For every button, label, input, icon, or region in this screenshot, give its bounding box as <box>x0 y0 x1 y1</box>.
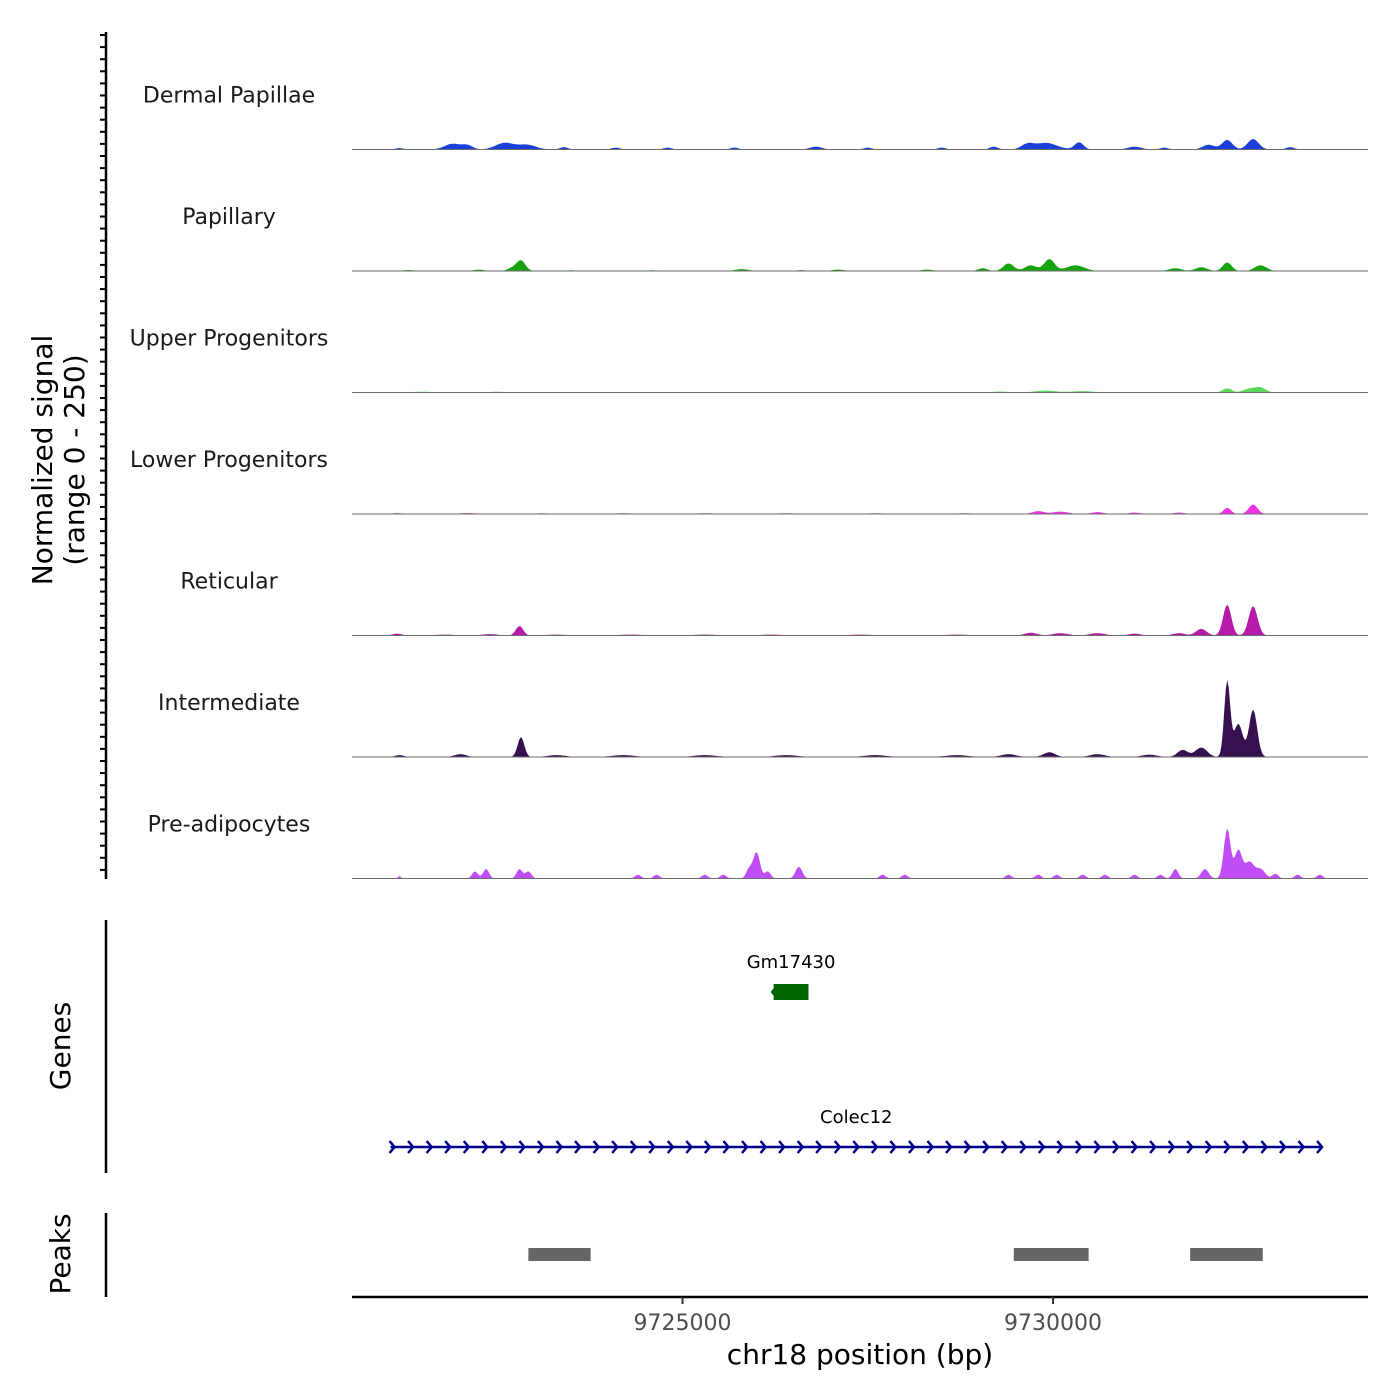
strand-arrow <box>1260 1140 1269 1154</box>
strand-arrow <box>425 1140 434 1154</box>
y-axis-title-line2: (range 0 - 250) <box>58 354 91 565</box>
track-5: Intermediate <box>158 680 1368 758</box>
strand-arrow <box>1037 1140 1046 1154</box>
strand-arrow <box>1093 1140 1102 1154</box>
strand-arrow <box>963 1140 972 1154</box>
left-axes <box>100 32 108 1297</box>
strand-arrow <box>1316 1140 1324 1154</box>
strand-arrow <box>1074 1140 1083 1154</box>
strand-arrow <box>833 1140 842 1154</box>
track-4: Reticular <box>180 570 1368 636</box>
strand-arrow <box>1297 1140 1306 1154</box>
strand-arrow <box>462 1140 471 1154</box>
strand-arrow <box>1130 1140 1139 1154</box>
track-label: Pre-adipocytes <box>148 813 311 838</box>
peaks-axis-title: Peaks <box>44 1213 77 1294</box>
signal-area <box>352 504 1368 514</box>
strand-arrow <box>1223 1140 1231 1154</box>
strand-arrow <box>926 1140 935 1154</box>
peaks-track <box>528 1248 1263 1261</box>
track-6: Pre-adipocytes <box>148 813 1368 879</box>
strand-arrow <box>1204 1140 1213 1154</box>
gene-label: Gm17430 <box>747 952 836 973</box>
strand-arrow <box>592 1140 601 1154</box>
strand-arrow <box>889 1140 898 1154</box>
signal-area <box>352 259 1368 271</box>
genes-track: Gm17430 Colec12 <box>388 952 1324 1154</box>
strand-arrow <box>481 1140 489 1154</box>
gene-1: Colec12 <box>388 1107 1324 1154</box>
track-label: Papillary <box>182 205 276 230</box>
x-tick-label: 9730000 <box>1004 1311 1102 1336</box>
track-label: Lower Progenitors <box>130 448 328 473</box>
strand-arrow <box>770 987 775 997</box>
track-0: Dermal Papillae <box>143 84 1368 150</box>
peak-2 <box>1190 1248 1263 1261</box>
strand-arrow <box>796 1140 805 1154</box>
track-1: Papillary <box>182 205 1368 272</box>
strand-arrow <box>1112 1140 1120 1154</box>
strand-arrow <box>722 1140 731 1154</box>
x-axis: 9725000 9730000 <box>352 1295 1368 1336</box>
strand-arrow <box>611 1140 619 1154</box>
coverage-tracks: Dermal Papillae Papillary Upper Progenitor… <box>130 84 1368 879</box>
strand-arrow <box>499 1140 508 1154</box>
strand-arrow <box>536 1140 545 1154</box>
strand-arrow <box>629 1140 638 1154</box>
track-2: Upper Progenitors <box>130 327 1368 393</box>
gene-exon <box>773 984 809 1000</box>
strand-arrow <box>907 1140 916 1154</box>
strand-arrow <box>1241 1140 1250 1154</box>
strand-arrow <box>648 1140 656 1154</box>
strand-arrow <box>518 1140 527 1154</box>
strand-arrow <box>1167 1140 1176 1154</box>
strand-arrow <box>1278 1140 1287 1154</box>
signal-area <box>352 828 1368 879</box>
strand-arrow <box>444 1140 452 1154</box>
strand-arrow <box>407 1140 415 1154</box>
strand-arrow <box>815 1140 823 1154</box>
peak-1 <box>1013 1248 1089 1261</box>
strand-arrow <box>870 1140 879 1154</box>
track-label: Intermediate <box>158 691 300 716</box>
signal-area <box>352 680 1368 757</box>
gene-0: Gm17430 <box>747 952 836 1000</box>
track-label: Reticular <box>180 570 278 595</box>
signal-area <box>352 139 1368 150</box>
signal-area <box>352 387 1368 393</box>
track-label: Upper Progenitors <box>130 327 329 352</box>
strand-arrow <box>778 1140 786 1154</box>
strand-arrow <box>1149 1140 1157 1154</box>
strand-arrow <box>555 1140 564 1154</box>
x-axis-title: chr18 position (bp) <box>727 1338 993 1371</box>
y-axis-title-line1: Normalized signal <box>26 335 59 586</box>
gene-label: Colec12 <box>820 1107 892 1128</box>
track-label: Dermal Papillae <box>143 84 315 109</box>
strand-arrow <box>741 1140 749 1154</box>
track-3: Lower Progenitors <box>130 448 1368 515</box>
strand-arrow <box>703 1140 712 1154</box>
strand-arrow <box>574 1140 582 1154</box>
signal-area <box>352 604 1368 636</box>
strand-arrow <box>852 1140 860 1154</box>
strand-arrow <box>388 1140 397 1154</box>
strand-arrow <box>1019 1140 1027 1154</box>
strand-arrow <box>759 1140 768 1154</box>
peak-0 <box>528 1248 591 1261</box>
strand-arrow <box>1186 1140 1194 1154</box>
strand-arrow <box>982 1140 990 1154</box>
strand-arrow <box>1056 1140 1064 1154</box>
strand-arrow <box>945 1140 953 1154</box>
genes-axis-title: Genes <box>44 1002 77 1090</box>
x-tick-label: 9725000 <box>634 1311 732 1336</box>
strand-arrow <box>666 1140 675 1154</box>
strand-arrow <box>685 1140 693 1154</box>
strand-arrow <box>1000 1140 1009 1154</box>
